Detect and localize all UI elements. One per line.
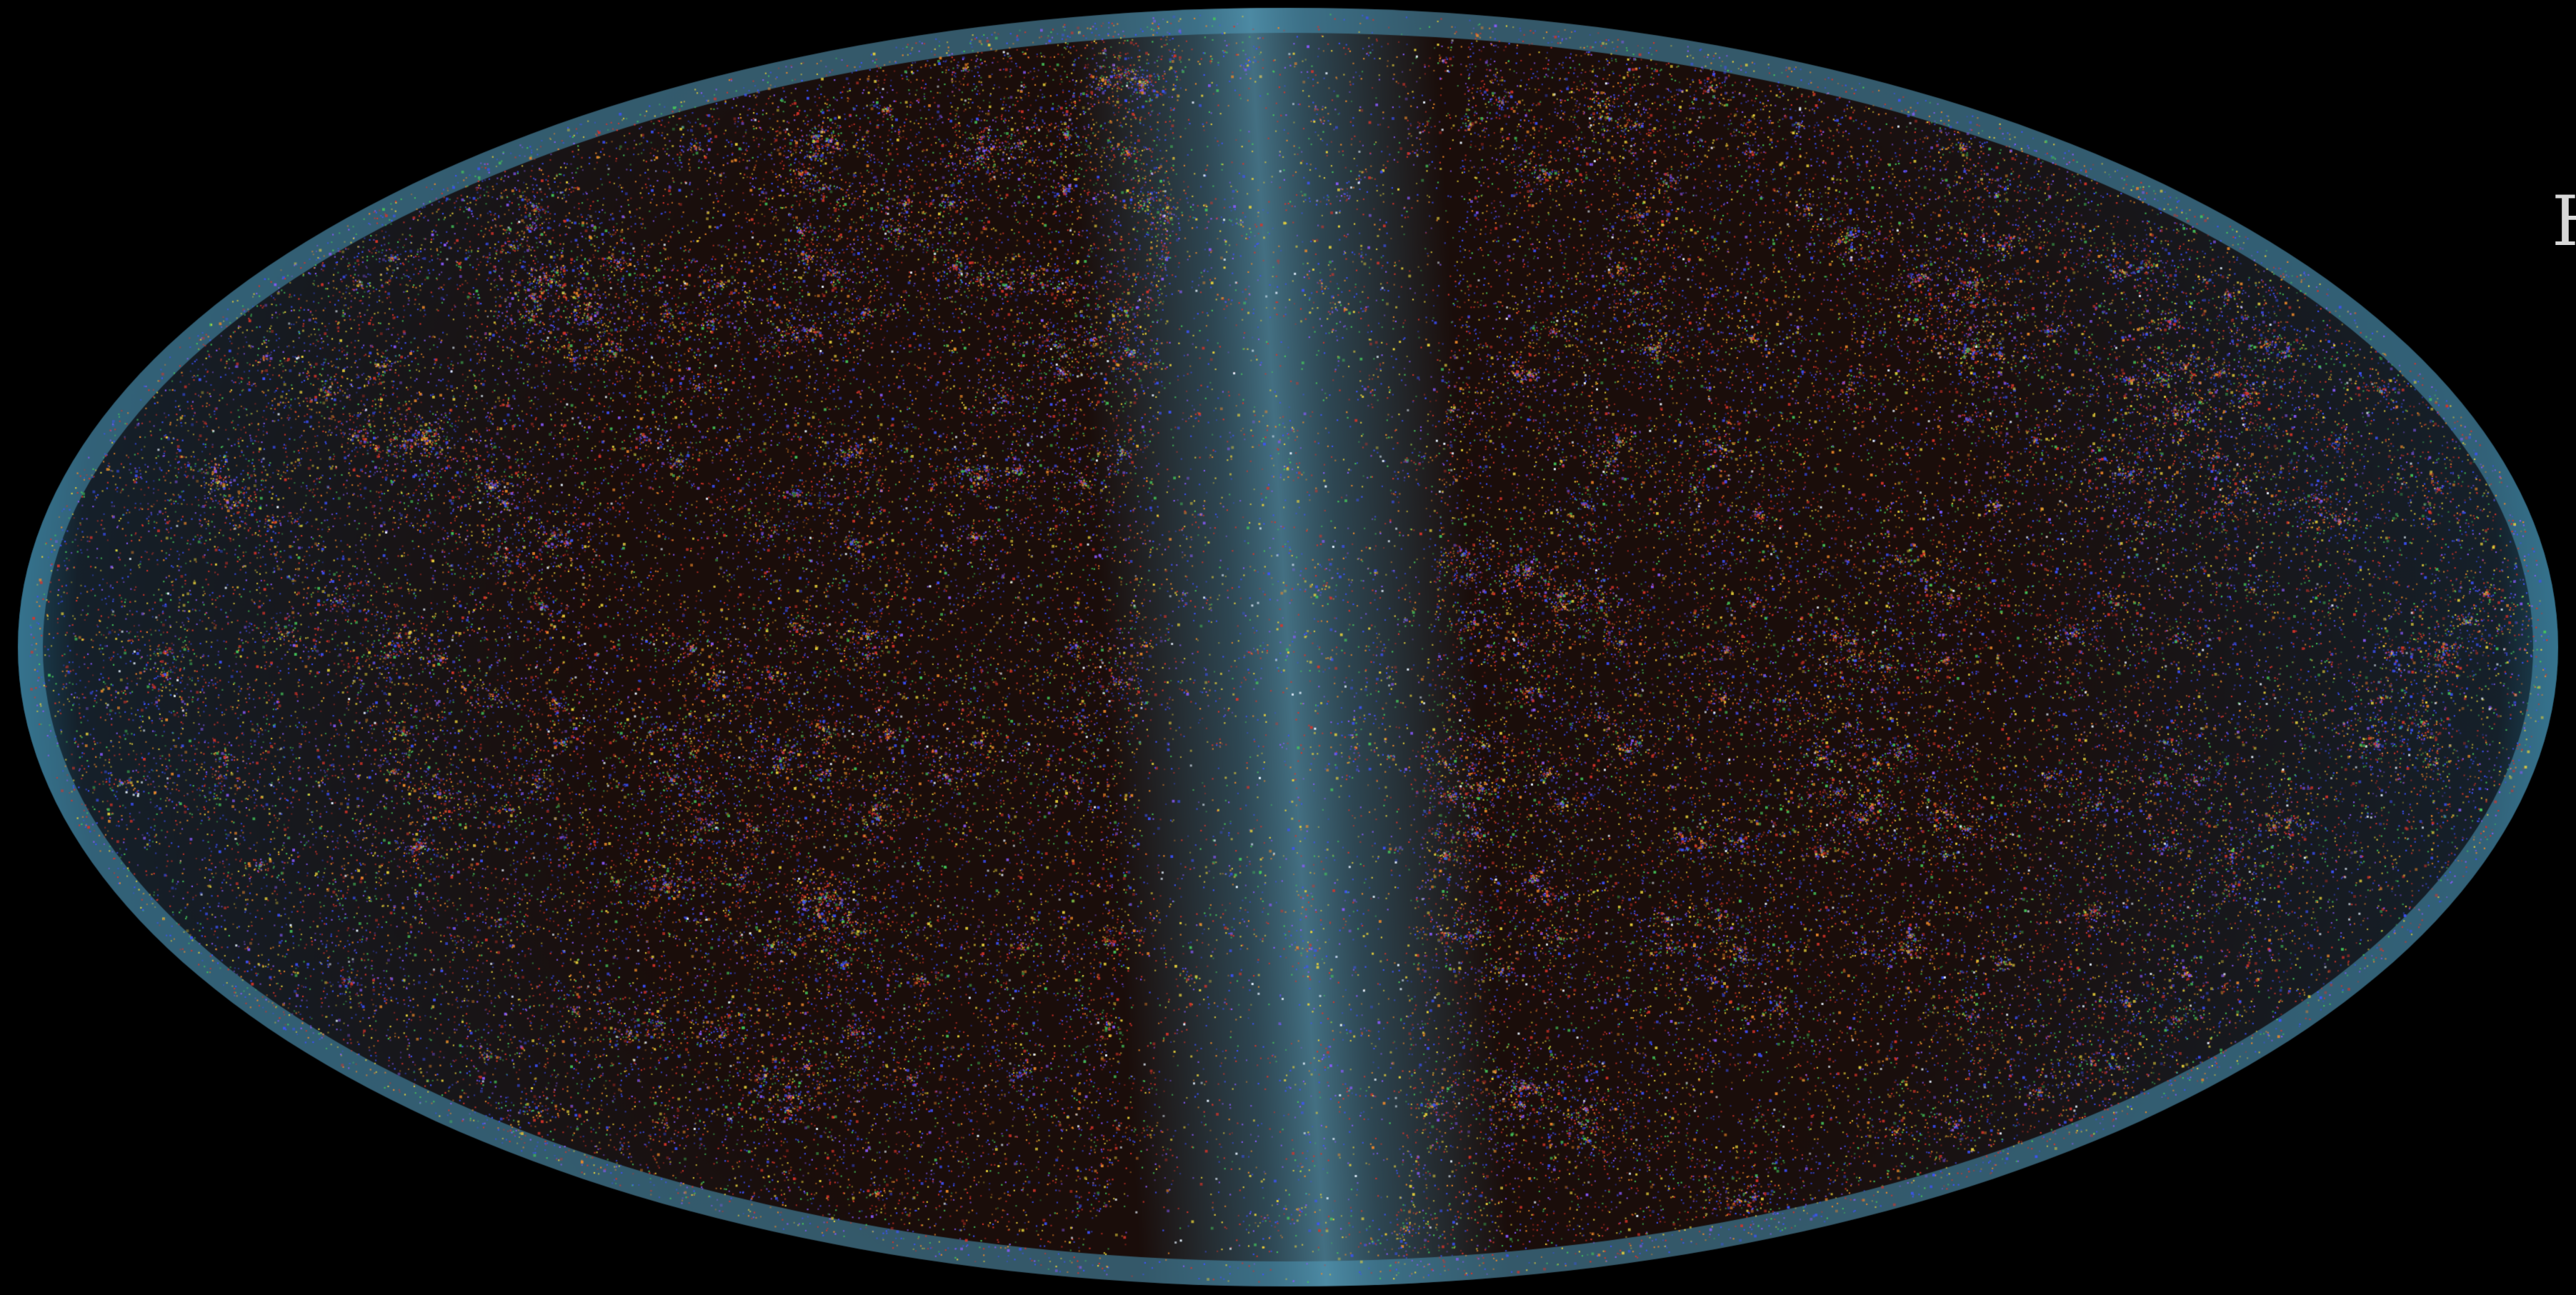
cropped-edge-text: H <box>2552 187 2576 256</box>
